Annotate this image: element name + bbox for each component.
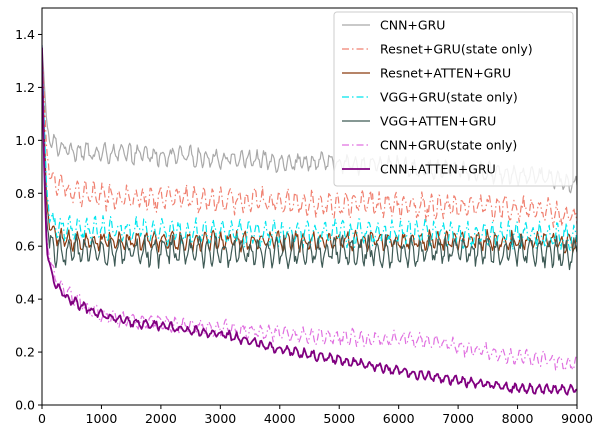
series-line-5 xyxy=(42,45,577,371)
legend-label: VGG+ATTEN+GRU xyxy=(380,114,496,129)
y-tick-label: 1.4 xyxy=(15,27,35,42)
legend-label: CNN+GRU(state only) xyxy=(380,138,517,153)
x-tick-label: 1000 xyxy=(86,411,118,426)
x-tick-label: 3000 xyxy=(204,411,236,426)
y-tick-label: 0.0 xyxy=(15,398,35,413)
y-tick-label: 1.0 xyxy=(15,133,35,148)
axes-frame xyxy=(41,7,578,406)
y-tick-label: 0.8 xyxy=(15,186,35,201)
legend-label: CNN+ATTEN+GRU xyxy=(380,162,496,177)
y-tick-label: 1.2 xyxy=(15,80,35,95)
x-axis: 0 1000 2000 3000 4000 5000 6000 7000 8000 9000 xyxy=(38,405,593,426)
legend-label: VGG+GRU(state only) xyxy=(380,90,518,105)
series-line-6 xyxy=(42,47,577,396)
series-line-3 xyxy=(42,45,577,252)
y-axis: 0.0 0.2 0.4 0.6 0.8 1.0 1.2 1.4 xyxy=(15,27,42,413)
y-tick-label: 0.4 xyxy=(15,292,35,307)
x-tick-label: 5000 xyxy=(323,411,355,426)
series-line-4 xyxy=(42,52,577,271)
x-tick-label: 6000 xyxy=(383,411,415,426)
legend-box xyxy=(333,11,574,187)
y-tick-label: 0.6 xyxy=(15,239,35,254)
x-tick-label: 0 xyxy=(38,411,46,426)
series-line-1 xyxy=(42,47,577,228)
series-line-2 xyxy=(42,50,577,254)
x-tick-label: 9000 xyxy=(561,411,593,426)
x-tick-label: 8000 xyxy=(502,411,534,426)
x-tick-label: 4000 xyxy=(264,411,296,426)
x-tick-label: 7000 xyxy=(442,411,474,426)
x-tick-label: 2000 xyxy=(145,411,177,426)
legend-label: Resnet+ATTEN+GRU xyxy=(380,66,511,81)
legend-label: Resnet+GRU(state only) xyxy=(380,42,533,57)
legend: CNN+GRU Resnet+GRU(state only) Resnet+ATTE… xyxy=(333,11,574,187)
legend-label: CNN+GRU xyxy=(380,18,445,33)
y-tick-label: 0.2 xyxy=(15,345,35,360)
